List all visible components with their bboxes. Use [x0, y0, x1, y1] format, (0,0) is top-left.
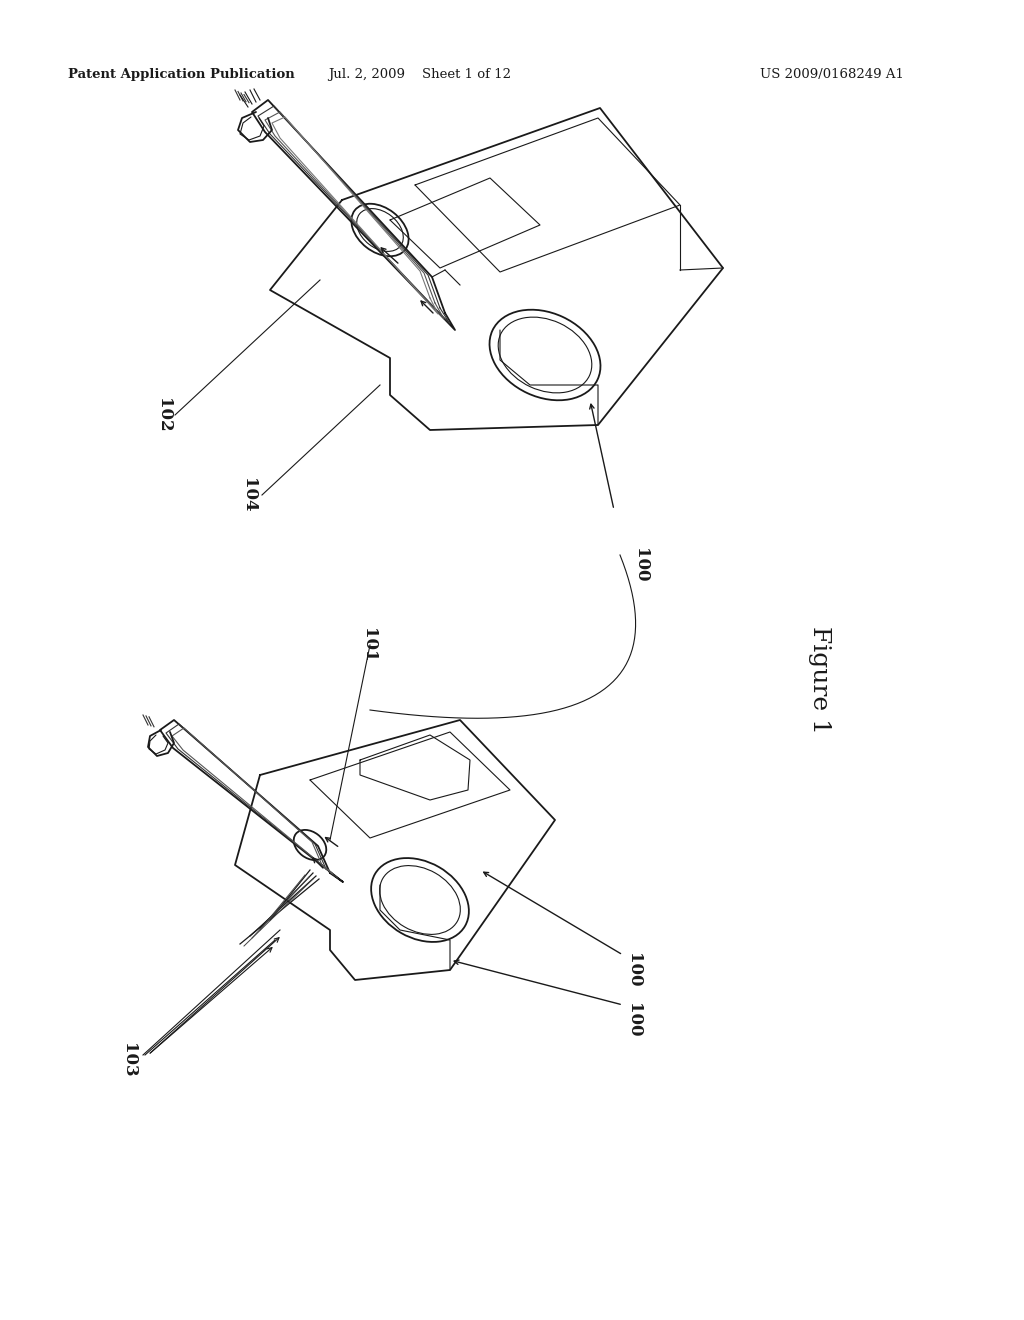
Text: 101: 101	[360, 628, 377, 663]
Text: 100: 100	[632, 548, 649, 582]
Text: 104: 104	[240, 478, 257, 512]
Text: Figure 1: Figure 1	[809, 626, 831, 734]
Text: 100: 100	[625, 1003, 642, 1038]
Text: US 2009/0168249 A1: US 2009/0168249 A1	[760, 69, 904, 81]
Text: 102: 102	[155, 397, 172, 433]
Text: 103: 103	[120, 1043, 137, 1077]
Text: 100: 100	[625, 953, 642, 987]
Text: Jul. 2, 2009    Sheet 1 of 12: Jul. 2, 2009 Sheet 1 of 12	[329, 69, 512, 81]
Text: Patent Application Publication: Patent Application Publication	[68, 69, 295, 81]
